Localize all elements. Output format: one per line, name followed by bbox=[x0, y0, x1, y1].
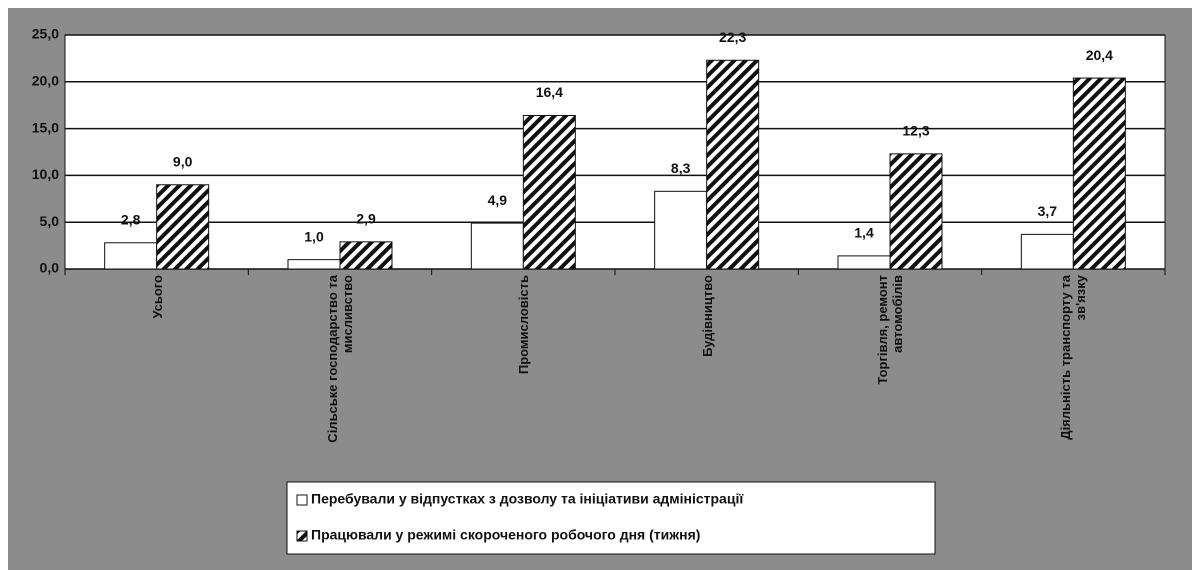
y-tick-label: 10,0 bbox=[32, 166, 59, 182]
bar bbox=[654, 190, 708, 270]
value-label: 1,0 bbox=[304, 228, 324, 244]
bar bbox=[522, 114, 576, 270]
value-label: 16,4 bbox=[536, 84, 563, 100]
plot-area bbox=[64, 34, 1166, 270]
legend-swatch bbox=[296, 494, 308, 506]
bar bbox=[339, 241, 393, 270]
value-label: 12,3 bbox=[902, 123, 929, 139]
bar bbox=[104, 242, 158, 270]
y-tick-label: 5,0 bbox=[40, 213, 60, 229]
y-tick-label: 0,0 bbox=[40, 260, 60, 276]
value-label: 2,9 bbox=[356, 211, 376, 227]
value-label: 20,4 bbox=[1086, 47, 1113, 63]
value-label: 4,9 bbox=[488, 192, 508, 208]
legend-swatch bbox=[296, 530, 308, 542]
value-label: 22,3 bbox=[719, 29, 746, 45]
bar bbox=[287, 259, 341, 270]
value-label: 1,4 bbox=[854, 225, 874, 241]
y-tick-label: 15,0 bbox=[32, 119, 59, 135]
legend-label: Працювали у режимі скороченого робочого … bbox=[311, 527, 700, 543]
legend-label: Перебували у відпустках з дозволу та іні… bbox=[311, 491, 744, 507]
x-tick-label: Промисловість bbox=[515, 275, 531, 375]
bar bbox=[1072, 77, 1126, 270]
value-label: 9,0 bbox=[173, 153, 193, 169]
x-tick-label: Діяльність транспорту та зв'язку bbox=[1058, 275, 1089, 440]
x-tick-label: Торгівля, ремонт автомобілів bbox=[875, 275, 905, 385]
y-tick-label: 25,0 bbox=[32, 26, 59, 42]
value-label: 2,8 bbox=[121, 211, 141, 227]
x-tick-label: Сільське господарство та мисливство bbox=[325, 275, 355, 443]
legend-box bbox=[286, 481, 936, 555]
x-tick-label: Усього bbox=[149, 275, 165, 319]
bar bbox=[889, 153, 943, 270]
bar bbox=[470, 222, 524, 270]
y-tick-label: 20,0 bbox=[32, 73, 59, 89]
bar bbox=[706, 59, 760, 270]
bar bbox=[156, 184, 210, 270]
value-label: 3,7 bbox=[1038, 203, 1058, 219]
x-tick-label: Будівництво bbox=[699, 275, 715, 357]
bar bbox=[837, 255, 891, 270]
value-label: 8,3 bbox=[671, 160, 691, 176]
bar bbox=[1020, 233, 1074, 270]
